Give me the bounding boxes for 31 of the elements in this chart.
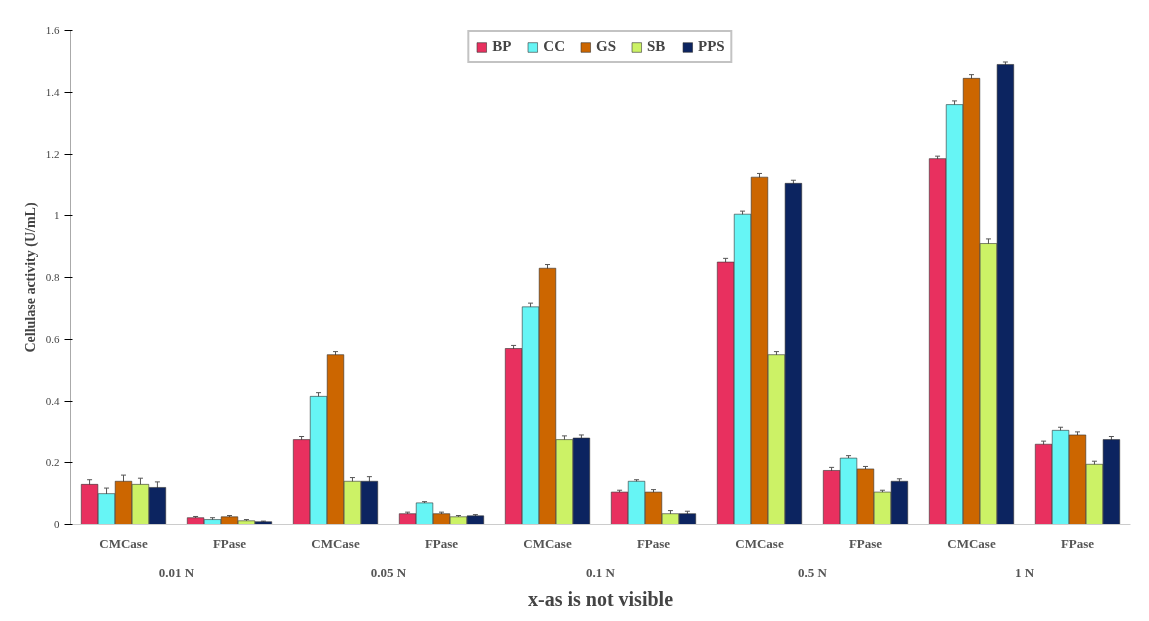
- x-tick-label: FPase: [636, 535, 671, 551]
- text: 0.5 N: [798, 564, 828, 580]
- y-tick-label: 1.6: [45, 24, 60, 36]
- x-tick-label: FPase: [848, 535, 883, 551]
- x-axis-title: x-as is not visible: [527, 587, 674, 610]
- x-tick-label: CMCase: [947, 535, 996, 551]
- y-tick-label: 1.4: [45, 85, 60, 98]
- legend-label: GS: [595, 38, 617, 55]
- x-tick-label: FPase: [1060, 535, 1095, 551]
- y-tick-label: 0.4: [45, 394, 60, 407]
- y-tick-label: 1.2: [45, 147, 60, 160]
- x-tick-label: CMCase: [523, 535, 572, 551]
- legend-label: CC: [543, 38, 565, 55]
- text: 0.1 N: [586, 564, 616, 580]
- x-tick-label: FPase: [212, 535, 247, 551]
- x-tick-label: CMCase: [311, 535, 360, 551]
- y-axis-title: Cellulase activity (U/mL): [22, 202, 39, 353]
- y-tick-label: 0: [54, 518, 60, 530]
- x-tick-label: FPase: [424, 535, 459, 551]
- legend-label: SB: [647, 38, 667, 55]
- y-tick-label: 1: [54, 209, 60, 222]
- text: 1 N: [1014, 564, 1035, 580]
- x-tick-label: CMCase: [99, 535, 148, 551]
- legend-label: BP: [492, 38, 513, 55]
- text: 0.01 N: [158, 564, 195, 580]
- x-tick-label: CMCase: [735, 535, 784, 551]
- y-tick-label: 0.2: [45, 456, 60, 469]
- y-tick-label: 0.8: [45, 271, 60, 283]
- text: 0.05 N: [370, 564, 407, 580]
- legend-label: PPS: [698, 38, 725, 55]
- y-tick-label: 0.6: [45, 332, 60, 345]
